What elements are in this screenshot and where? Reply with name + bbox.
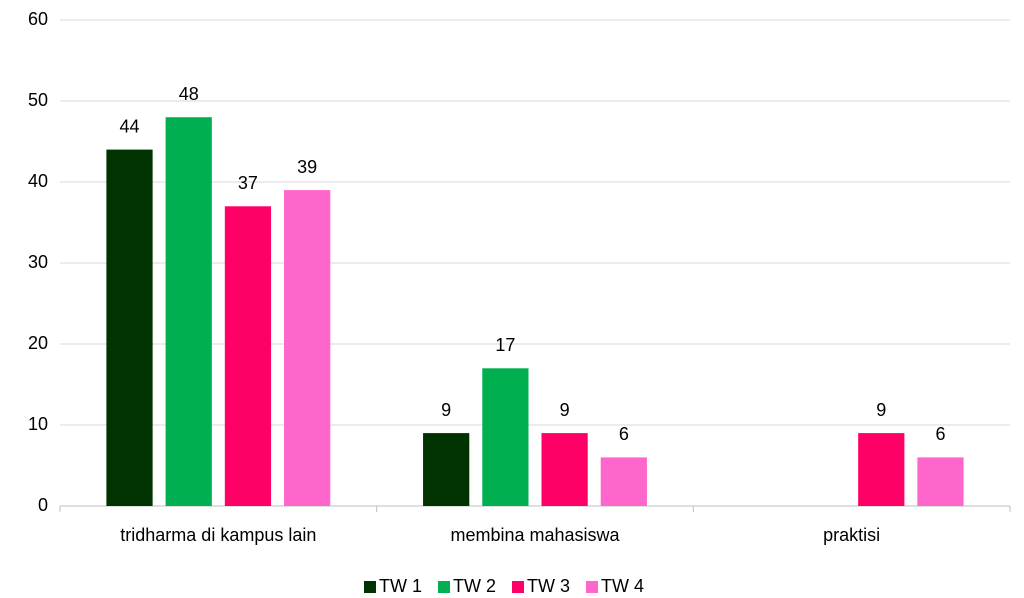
value-label: 9 [560,400,570,420]
bar [165,117,212,506]
value-label: 39 [297,157,317,177]
value-label: 6 [619,424,629,444]
bar [917,457,964,506]
legend-swatch [438,581,450,593]
bar [600,457,647,506]
legend-swatch [586,581,598,593]
value-label: 48 [179,84,199,104]
bar [224,206,272,507]
bar [858,433,905,506]
bar [106,149,153,506]
value-label: 17 [495,335,515,355]
y-tick-label: 30 [28,252,48,272]
legend-label: TW 4 [601,576,644,596]
legend-swatch [512,581,524,593]
y-tick-label: 40 [28,171,48,191]
legend-label: TW 2 [453,576,496,596]
bar [284,190,331,506]
y-tick-label: 20 [28,333,48,353]
legend-label: TW 3 [527,576,570,596]
x-tick-label: membina mahasiswa [450,525,620,545]
legend-label: TW 1 [379,576,422,596]
x-tick-label: praktisi [823,525,880,545]
y-tick-label: 10 [28,414,48,434]
y-tick-label: 0 [38,495,48,515]
bar [482,368,529,506]
bar [541,433,588,506]
bar [423,433,470,506]
value-label: 9 [876,400,886,420]
value-label: 9 [441,400,451,420]
value-label: 37 [238,173,258,193]
legend-swatch [364,581,376,593]
x-tick-label: tridharma di kampus lain [120,525,316,545]
value-label: 44 [119,116,139,136]
y-tick-label: 60 [28,9,48,29]
value-label: 6 [935,424,945,444]
y-tick-label: 50 [28,90,48,110]
